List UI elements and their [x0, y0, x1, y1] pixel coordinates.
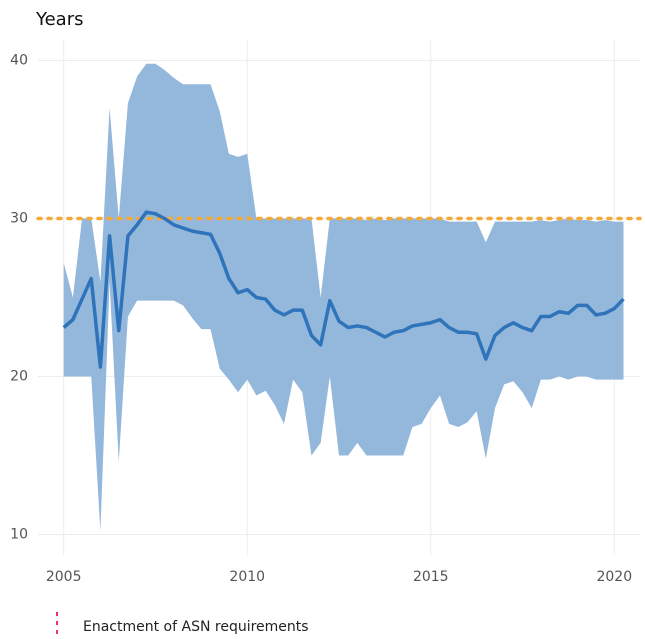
y-tick-label: 20 [10, 368, 28, 384]
chart-title: Years [35, 9, 84, 30]
legend-label: Enactment of ASN requirements [83, 619, 309, 635]
confidence-band [63, 63, 624, 532]
series-line [62, 210, 625, 369]
x-tick-label: 2010 [229, 569, 265, 585]
x-tick-label: 2005 [46, 569, 82, 585]
x-tick-label: 2020 [596, 569, 632, 585]
y-tick-label: 40 [10, 53, 28, 69]
y-tick-label: 30 [10, 211, 28, 227]
x-tick-label: 2015 [413, 569, 449, 585]
y-tick-label: 10 [10, 526, 28, 542]
